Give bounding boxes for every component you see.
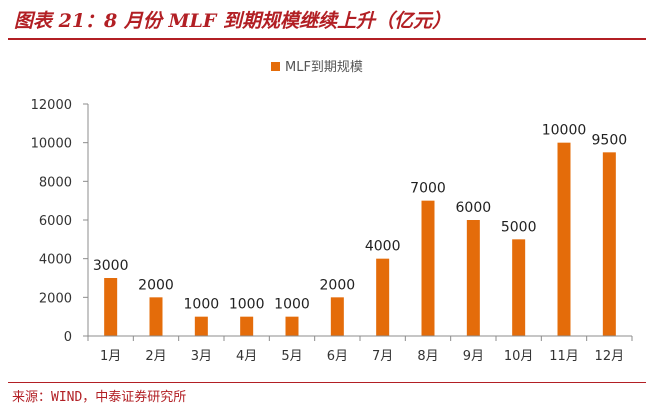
data-label: 10000	[542, 123, 587, 139]
bar	[149, 297, 163, 336]
y-tick-label: 6000	[39, 214, 72, 229]
x-tick-label: 8月	[417, 349, 438, 364]
y-axis: 0 2000 4000 6000 8000 10000 12000	[31, 98, 89, 345]
data-label: 4000	[365, 239, 401, 255]
source-divider	[8, 382, 646, 383]
data-label: 3000	[93, 258, 129, 274]
bar	[240, 316, 254, 336]
y-tick-label: 0	[64, 330, 72, 345]
x-tick-label: 7月	[372, 349, 393, 364]
x-tick-label: 2月	[145, 349, 166, 364]
mlf-maturity-chart: MLF到期规模 0 2000 4000 6000 8000 10000 12000 3000…	[31, 60, 633, 364]
data-label: 2000	[138, 277, 174, 293]
data-label: 1000	[184, 297, 220, 313]
bar	[421, 200, 435, 336]
source-note: 来源：WIND，中泰证券研究所	[12, 390, 187, 405]
y-tick-label: 12000	[31, 98, 72, 113]
bar	[194, 316, 208, 336]
bars-group	[104, 142, 616, 336]
x-tick-label: 5月	[281, 349, 302, 364]
legend-label: MLF到期规模	[285, 60, 363, 75]
bar	[330, 297, 344, 336]
x-tick-label: 4月	[236, 349, 257, 364]
y-tick-label: 2000	[39, 291, 72, 306]
data-label: 7000	[410, 181, 446, 197]
bar	[285, 316, 299, 336]
legend-swatch	[271, 62, 280, 71]
y-tick-label: 8000	[39, 175, 72, 190]
x-tick-label: 10月	[504, 349, 534, 364]
data-label: 6000	[456, 200, 492, 216]
x-axis: 1月 2月 3月 4月 5月 6月 7月 8月 9月 10月 11月 12月	[87, 335, 633, 364]
x-tick-label: 11月	[549, 349, 579, 364]
bar	[557, 142, 571, 336]
bar	[602, 152, 616, 336]
y-tick-label: 4000	[39, 253, 72, 268]
figure-title: 图表 21：8 月份 MLF 到期规模继续上升（亿元）	[14, 10, 452, 32]
chart-legend: MLF到期规模	[271, 60, 363, 75]
x-tick-label: 9月	[463, 349, 484, 364]
data-label: 1000	[274, 297, 310, 313]
x-tick-label: 3月	[191, 349, 212, 364]
data-label: 1000	[229, 297, 265, 313]
data-labels-group: 3000 2000 1000 1000 1000 2000 4000 7000 6000 5000…	[93, 123, 627, 313]
x-tick-label: 12月	[595, 349, 625, 364]
data-label: 2000	[320, 277, 356, 293]
title-divider	[8, 38, 646, 40]
bar	[466, 220, 480, 336]
x-tick-label: 6月	[327, 349, 348, 364]
bar	[376, 258, 390, 336]
bar	[512, 239, 526, 336]
x-tick-label: 1月	[100, 349, 121, 364]
y-tick-label: 10000	[31, 137, 72, 152]
data-label: 5000	[501, 219, 537, 235]
bar	[104, 278, 118, 336]
data-label: 9500	[592, 132, 628, 148]
